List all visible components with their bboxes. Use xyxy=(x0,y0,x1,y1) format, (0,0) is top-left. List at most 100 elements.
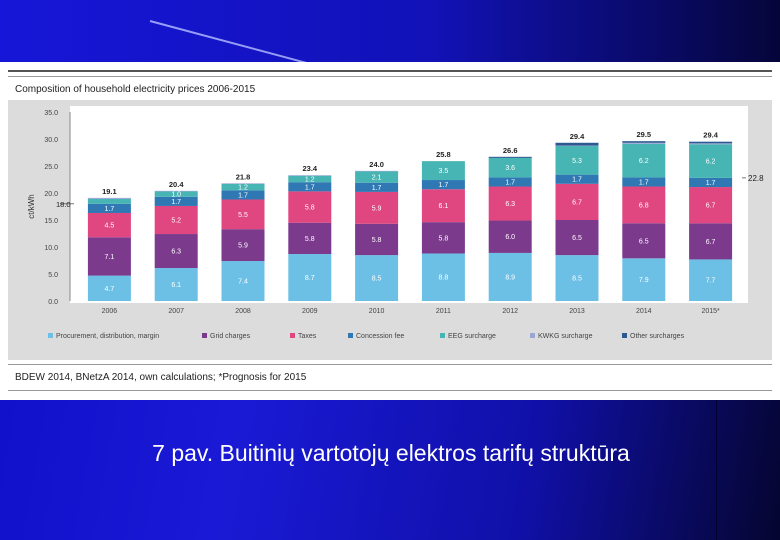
bar-segment xyxy=(622,177,666,187)
bar-segment xyxy=(421,222,465,254)
bar-segment xyxy=(689,187,733,224)
bar-segment xyxy=(622,143,666,178)
bar-segment xyxy=(221,261,265,301)
bar-segment xyxy=(689,141,733,144)
bar-total-label: 19.1 xyxy=(102,187,117,196)
y-tick-label: 15.0 xyxy=(44,218,58,225)
bar-segment-label: 6.0 xyxy=(505,234,515,241)
bar-segment-label: 6.8 xyxy=(639,202,649,209)
bar-segment-label: 5.9 xyxy=(372,205,382,212)
bar-segment xyxy=(622,223,666,259)
bar-segment-label: 5.8 xyxy=(439,235,449,242)
bar-segment xyxy=(555,146,599,175)
bar-segment-label: 1.2 xyxy=(305,176,315,183)
y-axis-label: ct/kWh xyxy=(27,194,36,218)
bar-segment xyxy=(288,182,332,192)
bar-segment xyxy=(622,141,666,143)
x-tick-label: 2014 xyxy=(636,308,652,315)
bar-segment-label: 3.6 xyxy=(505,165,515,172)
bar-segment-label: 1.0 xyxy=(171,192,181,199)
y-tick-label: 0.0 xyxy=(48,299,58,306)
bar-segment-label: 5.8 xyxy=(305,205,315,212)
y-tick-label: 30.0 xyxy=(44,137,58,144)
x-tick-label: 2008 xyxy=(235,308,251,315)
y-tick-label: 20.0 xyxy=(44,191,58,198)
legend-label: Taxes xyxy=(298,333,317,340)
bar-segment xyxy=(488,177,532,187)
bar-segment xyxy=(221,183,265,191)
bar-segment-label: 1.7 xyxy=(171,199,181,206)
bar-segment xyxy=(622,186,666,224)
bar-segment xyxy=(87,198,131,204)
bar-segment-label: 8.7 xyxy=(305,275,315,282)
legend-swatch xyxy=(530,333,535,338)
bar-segment xyxy=(288,222,332,255)
bar-segment-label: 1.7 xyxy=(439,182,449,189)
bar-segment-label: 6.7 xyxy=(706,239,716,246)
bar-segment-label: 4.5 xyxy=(105,223,115,230)
bar-segment xyxy=(689,177,733,188)
x-tick-label: 2009 xyxy=(302,308,318,315)
bar-segment-label: 7.1 xyxy=(105,254,115,261)
bar-segment xyxy=(288,175,332,176)
bar-segment-label: 6.5 xyxy=(639,238,649,245)
legend-swatch xyxy=(348,333,353,338)
legend-label: EEG surcharge xyxy=(448,333,496,340)
x-tick-label: 2012 xyxy=(502,308,518,315)
bar-total-label: 23.4 xyxy=(302,164,317,173)
bar-segment-label: 8.5 xyxy=(572,276,582,283)
x-tick-label: 2007 xyxy=(168,308,184,315)
bar-segment-label: 6.3 xyxy=(171,249,181,256)
bar-segment xyxy=(221,190,265,200)
bar-segment xyxy=(622,258,666,301)
bar-segment xyxy=(221,229,265,262)
bar-segment xyxy=(555,145,599,147)
bar-segment xyxy=(221,199,265,230)
bar-segment-label: 5.3 xyxy=(572,158,582,165)
slide-caption: 7 pav. Buitinių vartotojų elektros tarif… xyxy=(0,440,780,467)
bar-segment-label: 2.1 xyxy=(372,175,382,182)
bar-segment xyxy=(488,220,532,253)
legend-label: Procurement, distribution, margin xyxy=(56,333,159,340)
legend-label: Grid charges xyxy=(210,333,251,340)
bar-segment-label: 1.7 xyxy=(505,179,515,186)
bar-segment xyxy=(154,205,198,235)
bar-segment xyxy=(555,255,599,301)
x-tick-label: 2010 xyxy=(369,308,385,315)
figure-top-rule xyxy=(8,70,772,72)
bar-segment xyxy=(689,143,733,145)
bar-segment xyxy=(622,142,666,144)
bar-segment xyxy=(488,156,532,158)
legend-swatch xyxy=(622,333,627,338)
figure-source-rule xyxy=(8,364,772,365)
bar-segment xyxy=(421,253,465,301)
bar-segment xyxy=(488,186,532,221)
bar-segment-label: 5.8 xyxy=(305,236,315,243)
bar-segment-label: 1.7 xyxy=(706,180,716,187)
bar-segment-label: 6.1 xyxy=(439,203,449,210)
reference-label: 18.0 xyxy=(56,200,71,209)
x-tick-label: 2006 xyxy=(102,308,118,315)
reference-label: 22.8 xyxy=(748,174,764,183)
x-tick-label: 2011 xyxy=(436,308,451,315)
legend-label: KWKG surcharge xyxy=(538,333,593,340)
bar-segment xyxy=(555,174,599,184)
bar-segment-label: 7.7 xyxy=(706,278,716,285)
legend-swatch xyxy=(202,333,207,338)
figure-bottom-rule xyxy=(8,390,772,391)
figure-top-rule-thin xyxy=(8,76,772,77)
bar-segment-label: 1.7 xyxy=(372,185,382,192)
bar-segment xyxy=(87,275,131,301)
y-tick-label: 35.0 xyxy=(44,110,58,117)
bar-segment xyxy=(154,191,198,197)
bar-segment xyxy=(488,157,532,178)
bar-total-label: 20.4 xyxy=(169,180,184,189)
bar-segment xyxy=(288,254,332,301)
bar-segment-label: 1.7 xyxy=(639,179,649,186)
bar-total-label: 29.4 xyxy=(570,132,585,141)
slide-top-bar xyxy=(0,0,780,62)
bar-segment-label: 3.5 xyxy=(439,168,449,175)
x-tick-label: 2015* xyxy=(701,308,720,315)
chart-figure: Composition of household electricity pri… xyxy=(0,62,780,400)
bar-segment xyxy=(488,252,532,301)
